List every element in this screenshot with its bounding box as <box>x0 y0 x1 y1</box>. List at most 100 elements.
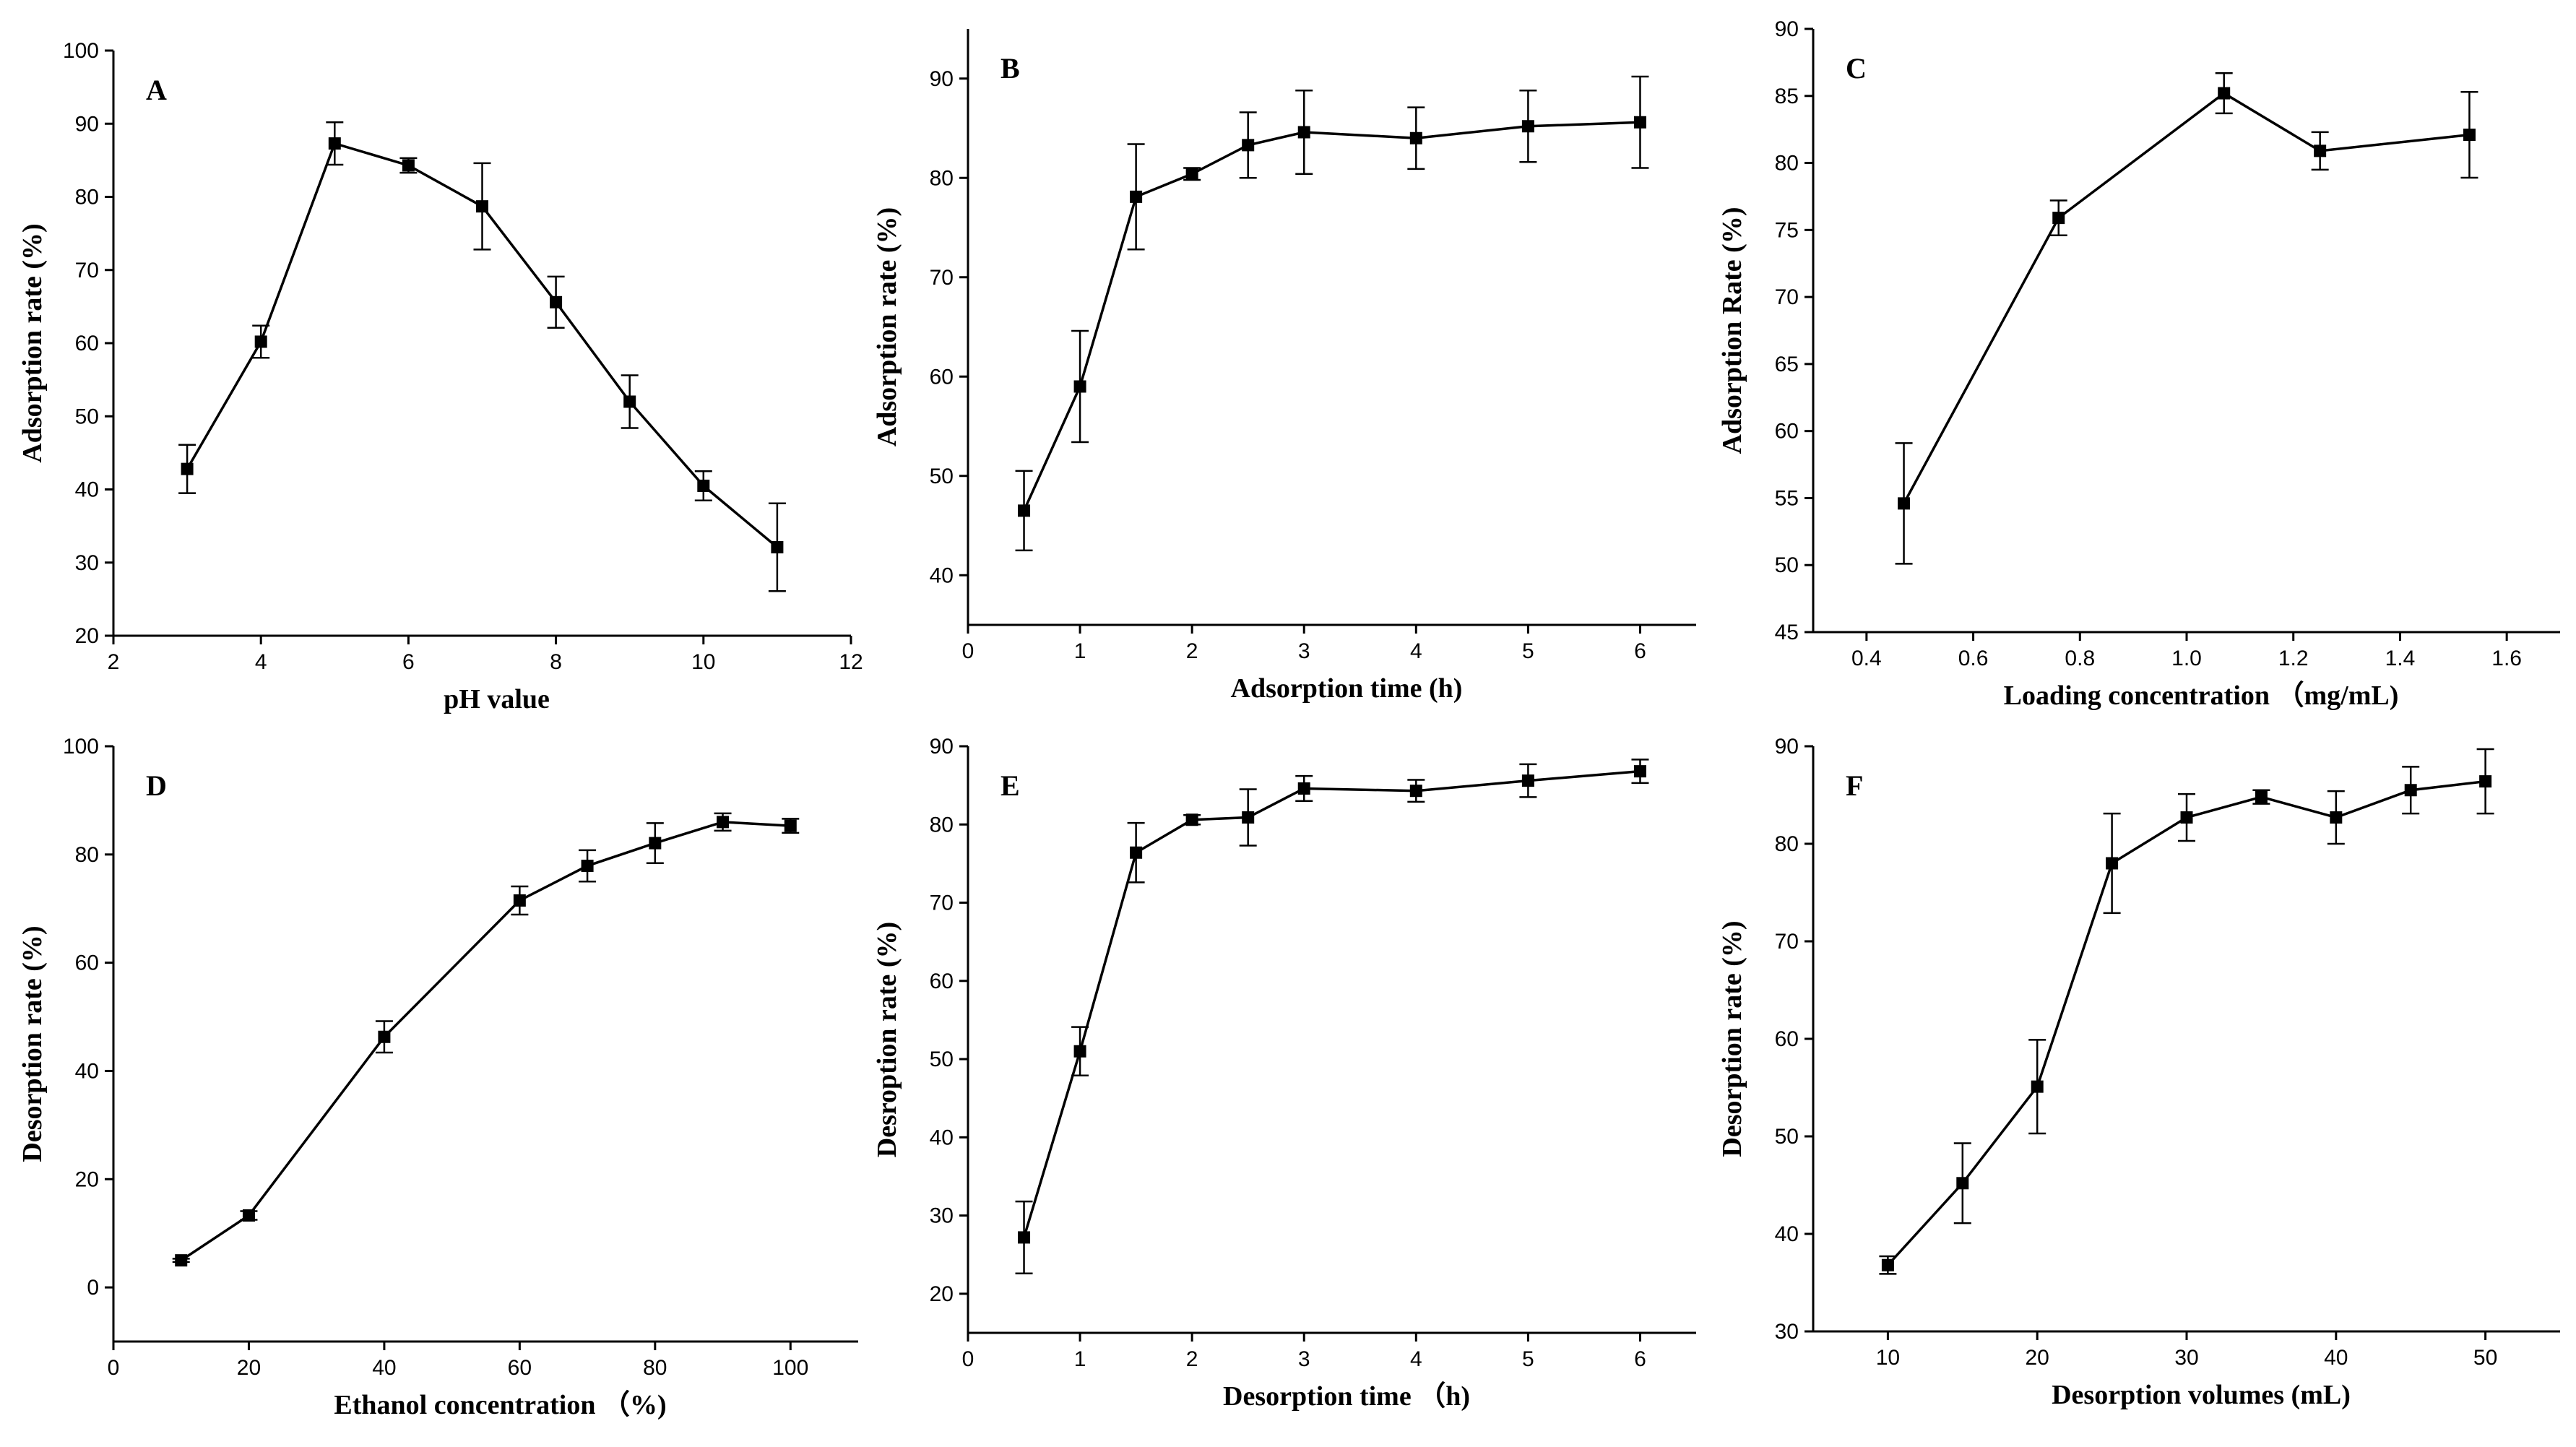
x-tick-label: 0 <box>962 1347 974 1371</box>
chart-panel-c: 0.4 0.6 0.8 1.0 1.2 1.4 1.6 45 50 55 60 65 70 75 80 85 9… <box>1717 17 2560 711</box>
y-tick-label: 40 <box>75 478 99 502</box>
y-tick-label: 40 <box>930 563 954 587</box>
y-tick-label: 90 <box>930 735 954 759</box>
data-point <box>2180 811 2193 824</box>
data-point <box>254 335 267 348</box>
x-tick-label: 1.4 <box>2385 647 2416 670</box>
x-tick-label: 0 <box>962 639 974 663</box>
x-tick-label: 6 <box>1634 1347 1646 1371</box>
x-axis-label: Ethanol concentration （%) <box>334 1390 666 1420</box>
y-tick-label: 20 <box>930 1282 954 1306</box>
x-tick-label: 8 <box>550 650 562 674</box>
data-point <box>1633 116 1646 129</box>
y-tick-label: 30 <box>1775 1320 1799 1344</box>
y-tick-label: 20 <box>75 1167 99 1191</box>
x-tick-label: 0.6 <box>1958 647 1989 670</box>
x-tick-label: 5 <box>1522 639 1534 663</box>
data-point <box>1521 774 1534 787</box>
x-tick-label: 4 <box>1410 1347 1422 1371</box>
x-tick-label: 40 <box>2324 1346 2348 1370</box>
x-axis-label: pH value <box>444 684 550 714</box>
series-line <box>180 821 791 1262</box>
data-point <box>649 837 662 850</box>
y-tick-label: 70 <box>930 266 954 290</box>
data-point <box>2255 790 2268 803</box>
data-point <box>181 462 194 475</box>
panel-label: A <box>146 74 167 106</box>
data-point <box>1130 846 1143 859</box>
y-tick-label: 65 <box>1775 353 1799 376</box>
x-axis-label: Desorption volumes (mL) <box>2052 1380 2351 1410</box>
x-tick-label: 3 <box>1298 639 1310 663</box>
y-tick-label: 80 <box>1775 152 1799 176</box>
panel-label: F <box>1846 769 1863 802</box>
data-point <box>1185 813 1198 826</box>
y-tick-label: 100 <box>63 735 99 759</box>
chart-panel-f: 10 20 30 40 50 30 40 50 60 70 80 90 Desorption volum… <box>1717 735 2560 1410</box>
series-line <box>1022 769 1641 1238</box>
x-tick-label: 6 <box>402 650 415 674</box>
y-tick-label: 90 <box>1775 735 1799 759</box>
x-tick-label: 100 <box>772 1356 808 1380</box>
x-tick-label: 1.6 <box>2491 647 2522 670</box>
data-point <box>1898 497 1911 510</box>
panel-label: E <box>1000 769 1020 802</box>
y-tick-label: 40 <box>75 1059 99 1083</box>
data-point <box>784 819 797 832</box>
y-tick-label: 20 <box>75 624 99 648</box>
x-tick-label: 1.0 <box>2171 647 2202 670</box>
x-axis-label: Desorption time （h) <box>1223 1381 1470 1412</box>
y-tick-label: 70 <box>75 259 99 282</box>
series-line <box>1903 91 2470 504</box>
data-point <box>1073 380 1086 393</box>
x-tick-label: 0.4 <box>1851 647 1882 670</box>
data-point <box>697 479 710 492</box>
x-tick-label: 0 <box>108 1356 120 1380</box>
x-tick-label: 10 <box>691 650 715 674</box>
data-point <box>2106 857 2119 870</box>
y-tick-label: 80 <box>930 813 954 837</box>
data-point <box>550 295 563 308</box>
y-tick-label: 50 <box>930 1048 954 1071</box>
x-tick-label: 1 <box>1074 639 1086 663</box>
x-tick-label: 60 <box>508 1356 532 1380</box>
data-point <box>1297 126 1310 139</box>
y-tick-label: 40 <box>1775 1222 1799 1246</box>
data-point <box>1409 131 1422 144</box>
x-tick-label: 1 <box>1074 1347 1086 1371</box>
y-axis-label: Desroption rate (%) <box>872 922 902 1157</box>
data-point <box>1018 504 1031 517</box>
y-tick-label: 70 <box>930 891 954 915</box>
y-tick-label: 60 <box>1775 1027 1799 1051</box>
x-tick-label: 20 <box>2026 1346 2049 1370</box>
data-point <box>717 816 730 829</box>
y-tick-label: 90 <box>1775 17 1799 41</box>
y-tick-label: 60 <box>930 365 954 389</box>
chart-panel-d: 0 20 40 60 80 100 0 20 40 60 80 100 Ethanol concentr… <box>17 735 858 1420</box>
x-tick-label: 1.2 <box>2278 647 2309 670</box>
data-point <box>1242 139 1255 152</box>
data-point <box>402 159 415 172</box>
x-tick-label: 4 <box>255 650 267 674</box>
data-point <box>2314 144 2327 157</box>
y-tick-label: 75 <box>1775 218 1799 242</box>
y-tick-label: 50 <box>1775 553 1799 577</box>
x-tick-label: 5 <box>1522 1347 1534 1371</box>
y-tick-label: 50 <box>1775 1125 1799 1149</box>
data-point <box>1633 765 1646 778</box>
x-tick-label: 6 <box>1634 639 1646 663</box>
y-tick-label: 55 <box>1775 486 1799 510</box>
x-tick-label: 30 <box>2174 1346 2198 1370</box>
data-point <box>1185 168 1198 181</box>
data-point <box>2031 1080 2044 1093</box>
x-tick-label: 2 <box>108 650 120 674</box>
y-tick-label: 50 <box>930 465 954 488</box>
y-tick-label: 90 <box>75 112 99 136</box>
data-point <box>2218 87 2231 100</box>
y-tick-label: 60 <box>930 969 954 993</box>
data-point <box>581 860 594 873</box>
y-tick-label: 80 <box>75 843 99 867</box>
y-tick-label: 50 <box>75 405 99 428</box>
x-axis-label: Loading concentration （mg/mL) <box>2004 681 2399 711</box>
y-tick-label: 40 <box>930 1126 954 1149</box>
